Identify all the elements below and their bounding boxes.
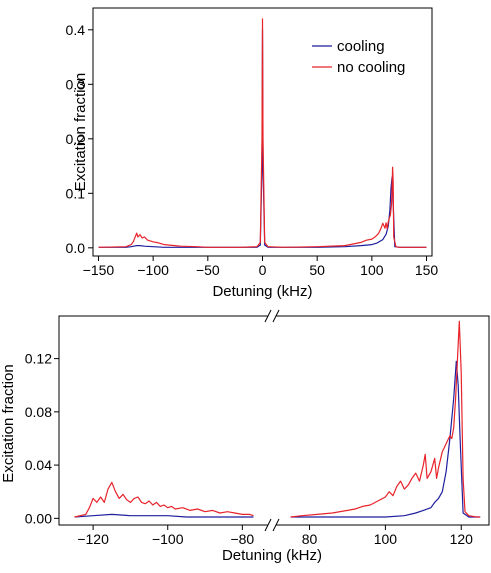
y-tick-label: 0.04: [25, 457, 52, 473]
y-tick-label: 0.2: [66, 131, 86, 147]
y-axis-label: Excitation fraction: [0, 364, 17, 482]
x-tick-label: −100: [137, 262, 169, 278]
x-tick-label: −80: [230, 531, 254, 547]
axis-break-mark: [272, 518, 280, 532]
y-tick-label: 0.00: [25, 510, 52, 526]
x-tick-label: 150: [415, 262, 439, 278]
axis-break-mark: [264, 518, 272, 532]
plot-frame: [58, 315, 490, 526]
x-tick-label: 50: [309, 262, 325, 278]
axis-break-gap: [268, 523, 276, 527]
axis-break-mark: [264, 309, 272, 323]
y-tick-label: 0.08: [25, 404, 52, 420]
y-tick-label: 0.1: [66, 185, 86, 201]
series-line-no-cooling-left: [74, 481, 254, 518]
series-line-cooling-right: [290, 360, 481, 518]
axis-break-mark: [272, 309, 280, 323]
legend-label: no cooling: [337, 59, 405, 76]
y-tick-label: 0.3: [66, 76, 86, 92]
x-tick-label: 120: [450, 531, 474, 547]
x-tick-label: −100: [152, 531, 184, 547]
x-tick-label: −120: [77, 531, 109, 547]
x-tick-label: −150: [83, 262, 115, 278]
series-line-no-cooling: [98, 18, 427, 248]
chart-2: −120 −100 −80 80 100 120 0.00 0.04 0.08 0.12 Detun…: [0, 309, 490, 564]
x-tick-label: 100: [374, 531, 398, 547]
series-line-cooling-left: [74, 513, 254, 518]
y-tick-label: 0.4: [66, 22, 86, 38]
x-axis-label: Detuning (kHz): [222, 547, 322, 564]
y-tick-label: 0.0: [66, 240, 86, 256]
axis-break-gap: [268, 314, 276, 318]
series-line-cooling: [98, 29, 427, 248]
x-tick-label: 100: [360, 262, 384, 278]
y-tick-label: 0.12: [25, 351, 52, 367]
series-line-no-cooling-right: [290, 320, 481, 518]
x-axis-label: Detuning (kHz): [212, 283, 312, 300]
legend: cooling no cooling: [312, 38, 405, 76]
x-tick-label: 0: [259, 262, 267, 278]
x-tick-label: 80: [302, 531, 318, 547]
chart-1: −150 −100 −50 0 50 100 150 0.0 0.1 0.2 0.3 0.4 Detun…: [66, 7, 439, 300]
y-axis-label: Excitation fraction: [72, 73, 89, 191]
legend-label: cooling: [337, 38, 385, 55]
x-tick-label: −50: [196, 262, 220, 278]
